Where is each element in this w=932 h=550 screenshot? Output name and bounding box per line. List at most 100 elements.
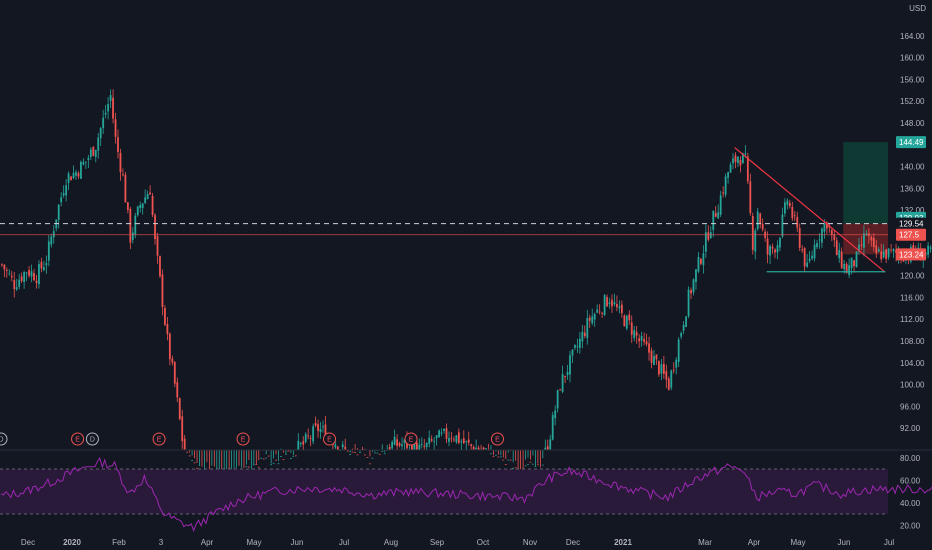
time-axis[interactable]: Dec 2020 Feb 3 Apr May Jun Jul Aug Sep Oct Nov Dec 20… xyxy=(21,538,894,547)
dividend-marker[interactable]: D xyxy=(85,432,99,446)
candle-body xyxy=(435,435,438,439)
candle xyxy=(729,162,732,173)
candle xyxy=(882,244,885,259)
candle xyxy=(430,435,433,443)
candle xyxy=(35,274,38,289)
candle xyxy=(514,450,517,469)
candle xyxy=(662,355,665,379)
candle-body xyxy=(843,263,846,270)
target-zone[interactable] xyxy=(843,142,888,224)
candle xyxy=(821,227,823,248)
earnings-marker[interactable]: E xyxy=(71,432,85,446)
earnings-marker[interactable]: E xyxy=(404,432,418,446)
candle xyxy=(672,362,675,374)
event-circle[interactable] xyxy=(71,432,85,446)
price-badge-label: 129.54 xyxy=(899,220,924,229)
candle xyxy=(759,212,762,229)
stop-zone[interactable] xyxy=(843,223,888,255)
event-circle[interactable] xyxy=(323,432,337,446)
candle-body xyxy=(512,467,515,469)
candle xyxy=(549,434,552,450)
candle-body xyxy=(341,444,344,448)
candle xyxy=(559,388,562,391)
candle xyxy=(618,300,621,314)
candle xyxy=(574,343,576,350)
candle-body xyxy=(870,236,873,241)
candle-body xyxy=(586,317,589,339)
candle xyxy=(766,231,769,264)
candle xyxy=(99,126,102,146)
candle-body xyxy=(166,323,169,335)
dividend-marker[interactable]: D xyxy=(0,432,8,446)
candle xyxy=(779,236,781,252)
candle-body xyxy=(722,192,725,194)
earnings-marker[interactable]: E xyxy=(236,432,250,446)
candle xyxy=(87,154,90,169)
candle xyxy=(144,189,147,204)
event-circle[interactable] xyxy=(236,432,250,446)
candle-body xyxy=(714,212,717,217)
time-tick-label: Jul xyxy=(339,538,349,547)
earnings-marker[interactable]: E xyxy=(152,432,166,446)
candle xyxy=(544,439,547,450)
time-tick-label: 3 xyxy=(159,538,164,547)
candle-body xyxy=(618,306,621,309)
event-circle[interactable] xyxy=(152,432,166,446)
candle xyxy=(813,239,816,262)
position-zones[interactable] xyxy=(843,142,888,255)
event-letter: E xyxy=(75,437,80,444)
candle-body xyxy=(80,161,82,179)
candle-body xyxy=(267,455,270,457)
candle xyxy=(131,227,134,244)
candle-body xyxy=(690,290,692,294)
candle xyxy=(783,198,786,217)
candle-body xyxy=(393,436,396,445)
candle xyxy=(307,428,310,440)
candle-body xyxy=(322,426,324,428)
candle xyxy=(739,156,742,173)
price-tick-label: 108.00 xyxy=(900,337,925,346)
event-circle[interactable] xyxy=(85,432,99,446)
candle xyxy=(445,423,448,444)
event-circle[interactable] xyxy=(404,432,418,446)
candle-body xyxy=(662,363,665,374)
candle xyxy=(534,450,537,467)
candle xyxy=(583,325,586,339)
candle xyxy=(457,428,460,445)
candle xyxy=(576,338,579,353)
descending-trend-line[interactable] xyxy=(734,147,886,273)
drawing-tools[interactable] xyxy=(0,147,888,273)
price-badge xyxy=(896,217,926,230)
earnings-marker[interactable]: E xyxy=(490,432,504,446)
price-tick-label: 92.00 xyxy=(900,424,921,433)
candle-body xyxy=(425,443,428,447)
time-tick-label: May xyxy=(246,538,261,547)
candle-body xyxy=(927,245,930,255)
candle-body xyxy=(643,339,645,342)
candle xyxy=(75,169,77,180)
candle-body xyxy=(485,448,487,450)
candle xyxy=(425,442,428,450)
candle xyxy=(80,160,82,179)
candle-body xyxy=(623,315,626,327)
candle-body xyxy=(751,215,754,250)
candle xyxy=(440,428,443,437)
price-tick-label: 152.00 xyxy=(900,97,925,106)
event-circle[interactable] xyxy=(0,432,8,446)
candle xyxy=(793,210,796,221)
candle-body xyxy=(848,265,851,276)
rsi-tick-label: 80.00 xyxy=(900,454,921,463)
candle xyxy=(625,314,628,331)
candle-body xyxy=(559,389,562,391)
candle-body xyxy=(835,240,838,256)
earnings-marker[interactable]: E xyxy=(323,432,337,446)
candle-body xyxy=(272,462,275,464)
time-tick-label: Dec xyxy=(21,538,35,547)
event-circle[interactable] xyxy=(490,432,504,446)
candle xyxy=(112,89,114,124)
candle-body xyxy=(67,173,70,183)
candle xyxy=(393,429,396,446)
candle-body xyxy=(302,441,305,445)
